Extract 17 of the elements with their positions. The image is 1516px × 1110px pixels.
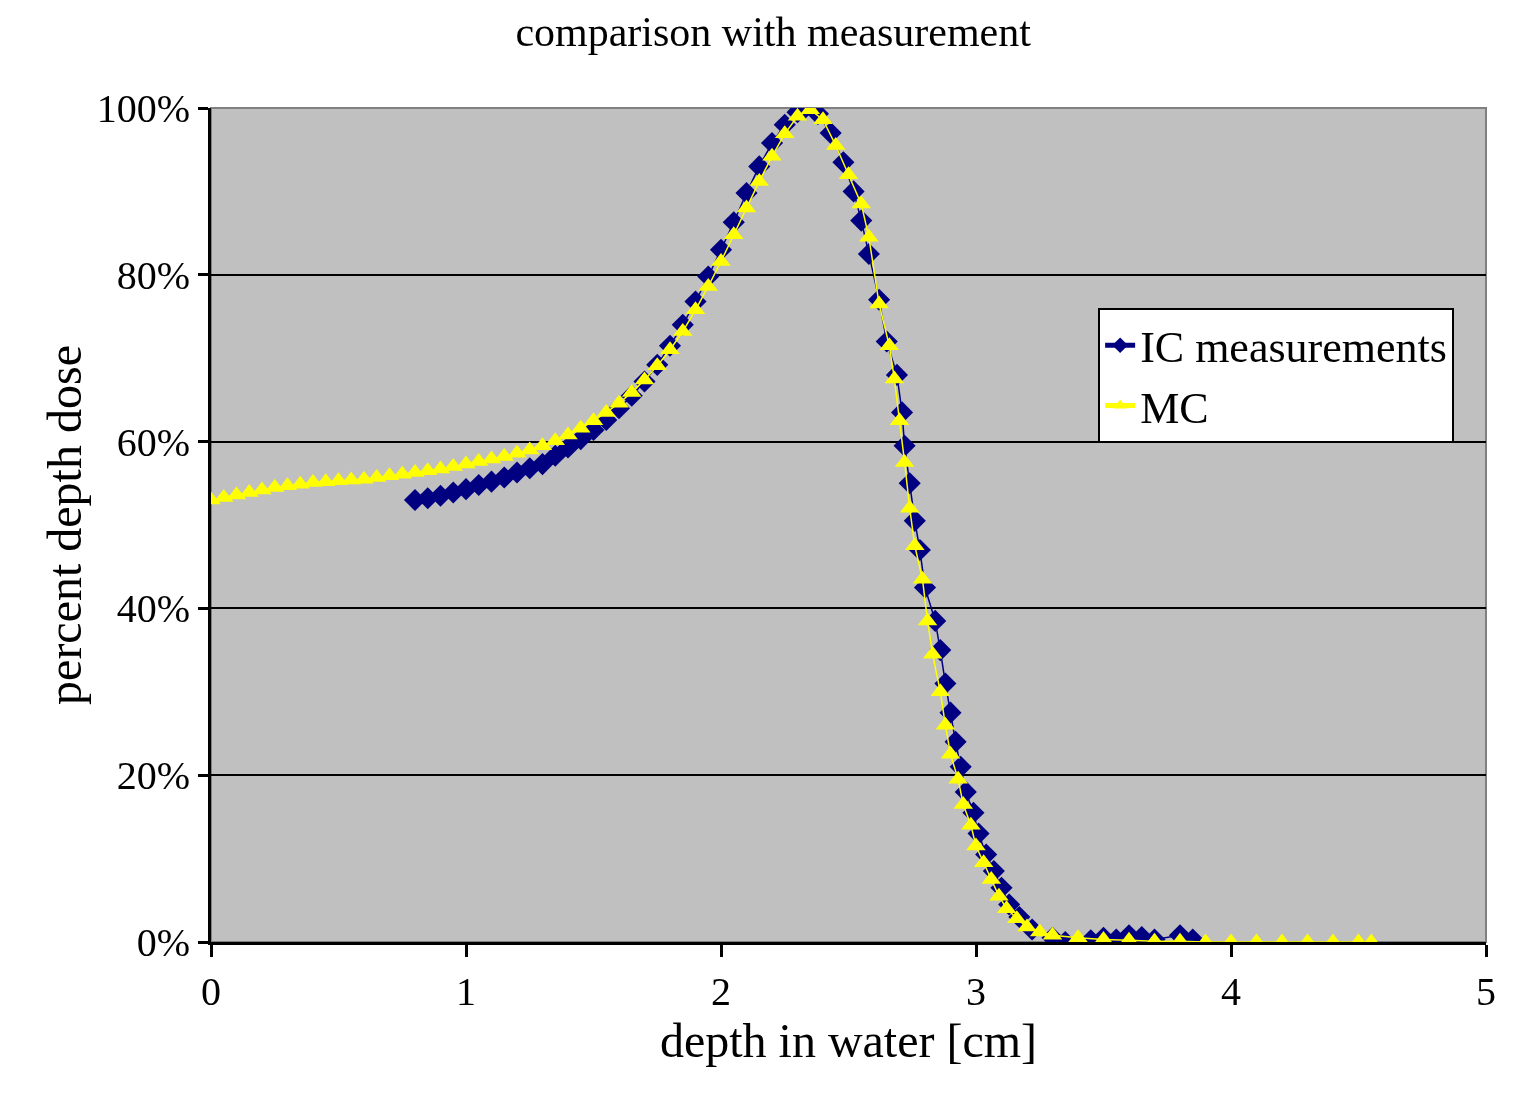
x-tick-label: 5	[1476, 969, 1496, 1014]
y-axis-title: percent depth dose	[38, 345, 92, 705]
y-tick-label: 80%	[116, 252, 190, 298]
x-tick-label: 3	[966, 969, 986, 1014]
legend-label: MC	[1140, 383, 1209, 433]
y-tick-label: 20%	[116, 753, 190, 799]
y-tick-label: 40%	[116, 586, 190, 632]
y-tick-label: 100%	[96, 86, 190, 131]
x-tick-label: 0	[201, 969, 221, 1014]
x-tick-label: 1	[456, 969, 476, 1014]
y-tick-label: 0%	[136, 920, 190, 965]
legend-label: IC measurements	[1140, 323, 1447, 373]
chart-title: comparison with measurement	[515, 9, 1032, 56]
x-axis-title: depth in water [cm]	[659, 1014, 1038, 1067]
x-tick-label: 4	[1221, 969, 1241, 1014]
x-tick-label: 2	[711, 969, 731, 1014]
y-tick-label: 60%	[116, 419, 190, 465]
